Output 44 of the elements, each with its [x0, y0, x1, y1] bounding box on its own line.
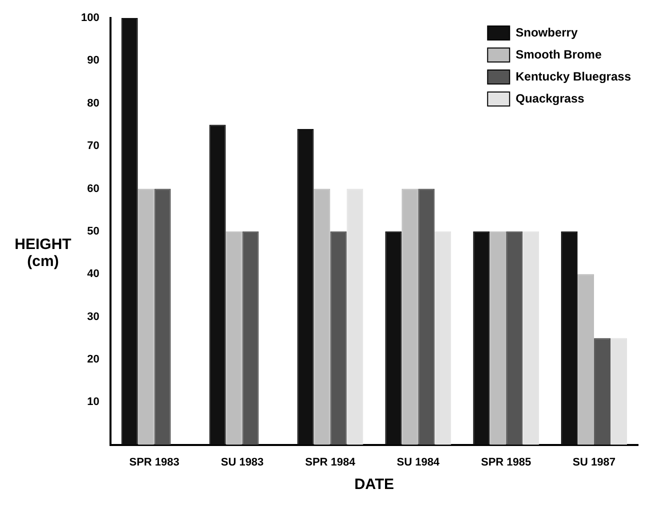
bar [121, 18, 138, 445]
bar [610, 338, 628, 445]
bar [138, 188, 154, 445]
x-tick-label: SPR 1984 [305, 456, 356, 468]
bar [330, 231, 347, 445]
bar [402, 188, 418, 445]
bar [226, 231, 242, 445]
bar [490, 231, 506, 445]
x-tick-label: SPR 1985 [481, 456, 532, 468]
x-axis-title: DATE [354, 476, 394, 494]
y-tick-label: 50 [87, 225, 100, 238]
bar [242, 231, 259, 445]
x-tick-label: SU 1987 [572, 456, 616, 468]
y-tick-label: 40 [87, 268, 100, 280]
legend-label: Snowberry [516, 25, 578, 40]
y-axis-title: HEIGHT (cm) [14, 236, 72, 270]
legend-label: Smooth Brome [516, 47, 602, 62]
y-tick-label: 30 [87, 310, 100, 323]
legend-label: Kentucky Bluegrass [516, 69, 632, 84]
y-tick-label: 90 [87, 54, 100, 67]
x-tick-label: SU 1984 [396, 456, 440, 468]
bar [578, 274, 594, 445]
x-tick-label: SU 1983 [220, 456, 264, 468]
bar [346, 188, 364, 445]
bar [506, 231, 523, 445]
legend-label: Quackgrass [516, 91, 585, 106]
bar [314, 188, 330, 445]
y-tick-label: 100 [80, 12, 100, 24]
x-tick-label: SPR 1983 [129, 456, 180, 468]
bar [522, 231, 540, 445]
bar [594, 338, 611, 445]
bar [154, 188, 171, 445]
y-tick-label: 60 [87, 182, 100, 195]
bar [418, 188, 435, 445]
y-tick-label: 20 [87, 353, 100, 366]
bar [385, 231, 402, 445]
y-tick-label: 70 [87, 140, 100, 152]
bar [561, 231, 578, 445]
bar [209, 124, 226, 445]
bar [473, 231, 490, 445]
bar [297, 128, 314, 445]
bar [434, 231, 452, 445]
y-tick-label: 10 [87, 396, 100, 408]
y-tick-label: 80 [87, 97, 100, 110]
